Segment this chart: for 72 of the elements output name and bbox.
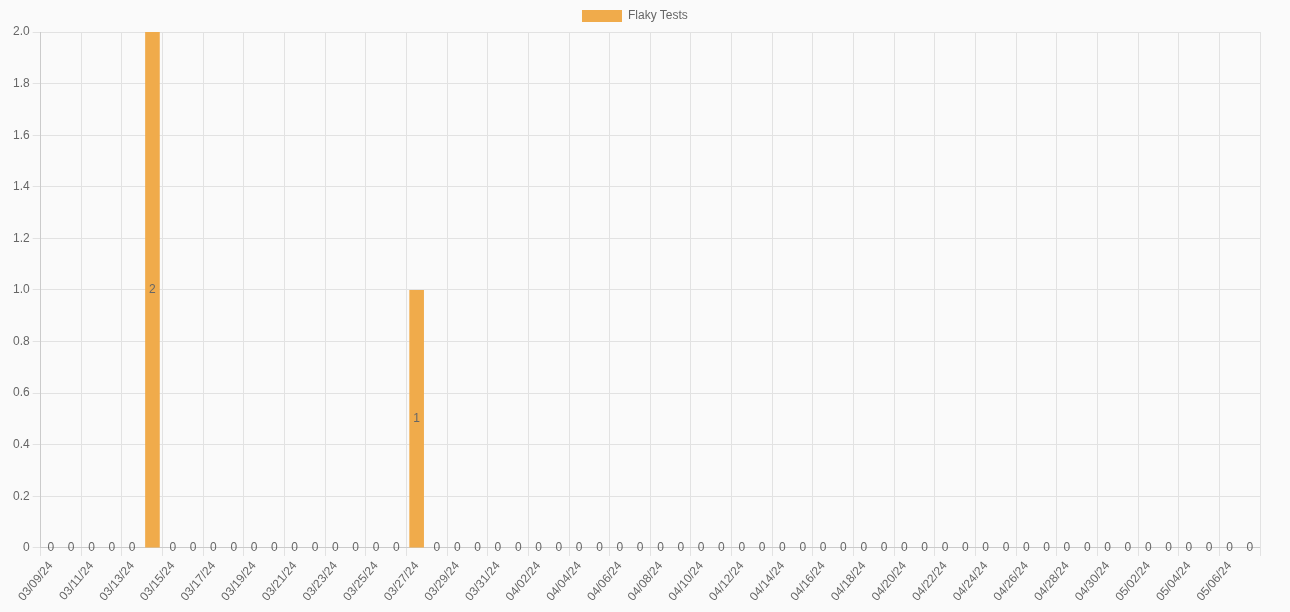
data-label: 0 (1002, 540, 1010, 555)
data-label: 0 (189, 540, 197, 555)
data-label: 0 (921, 540, 929, 555)
data-label: 0 (535, 540, 543, 555)
y-tick-label: 2.0 (12, 24, 30, 39)
data-label: 0 (108, 540, 116, 555)
data-label: 0 (961, 540, 969, 555)
data-label: 0 (230, 540, 238, 555)
data-label: 0 (514, 540, 522, 555)
data-label: 0 (47, 540, 55, 555)
y-tick-label: 0 (22, 540, 30, 555)
data-label: 0 (982, 540, 990, 555)
y-tick-label: 0.4 (12, 437, 30, 452)
data-label: 0 (169, 540, 177, 555)
data-label: 0 (840, 540, 848, 555)
data-label: 0 (250, 540, 258, 555)
y-tick-label: 1.8 (12, 75, 30, 90)
data-label: 0 (1063, 540, 1071, 555)
y-tick-label: 0.8 (12, 333, 30, 348)
data-label: 0 (819, 540, 827, 555)
data-label: 0 (718, 540, 726, 555)
data-label: 0 (210, 540, 218, 555)
y-tick-label: 1.0 (12, 282, 30, 297)
legend-label: Flaky Tests (627, 8, 688, 23)
data-label: 0 (372, 540, 380, 555)
data-label: 0 (697, 540, 705, 555)
data-label: 0 (67, 540, 75, 555)
data-label: 0 (779, 540, 787, 555)
data-label: 0 (657, 540, 665, 555)
data-label: 0 (1246, 540, 1254, 555)
data-label: 0 (860, 540, 868, 555)
data-label: 0 (433, 540, 441, 555)
data-label: 1 (413, 411, 421, 426)
data-label: 0 (1205, 540, 1213, 555)
data-label: 0 (636, 540, 644, 555)
data-label: 0 (128, 540, 136, 555)
data-label: 0 (677, 540, 685, 555)
data-label: 0 (596, 540, 604, 555)
data-label: 0 (1083, 540, 1091, 555)
data-label: 0 (901, 540, 909, 555)
data-label: 0 (1144, 540, 1152, 555)
y-tick-label: 0.2 (12, 488, 30, 503)
data-label: 0 (941, 540, 949, 555)
data-label: 0 (738, 540, 746, 555)
data-label: 0 (1104, 540, 1112, 555)
data-label: 0 (1185, 540, 1193, 555)
data-label: 0 (88, 540, 96, 555)
y-tick-label: 1.2 (12, 230, 30, 245)
data-label: 0 (352, 540, 360, 555)
data-label: 0 (271, 540, 279, 555)
data-label: 0 (453, 540, 461, 555)
data-label: 0 (474, 540, 482, 555)
data-label: 0 (1043, 540, 1051, 555)
data-label: 0 (799, 540, 807, 555)
data-label: 0 (758, 540, 766, 555)
data-label: 0 (494, 540, 502, 555)
data-label: 0 (392, 540, 400, 555)
data-label: 0 (575, 540, 583, 555)
data-label: 0 (616, 540, 624, 555)
data-label: 0 (555, 540, 563, 555)
y-tick-label: 1.4 (12, 179, 30, 194)
data-label: 0 (291, 540, 299, 555)
y-tick-label: 1.6 (12, 127, 30, 142)
data-label: 0 (1124, 540, 1132, 555)
data-label: 0 (880, 540, 888, 555)
data-label: 0 (332, 540, 340, 555)
data-label: 0 (311, 540, 319, 555)
data-label: 0 (1226, 540, 1234, 555)
data-label: 2 (149, 282, 157, 297)
data-label: 0 (1022, 540, 1030, 555)
data-label: 0 (1165, 540, 1173, 555)
y-tick-label: 0.6 (12, 385, 30, 400)
